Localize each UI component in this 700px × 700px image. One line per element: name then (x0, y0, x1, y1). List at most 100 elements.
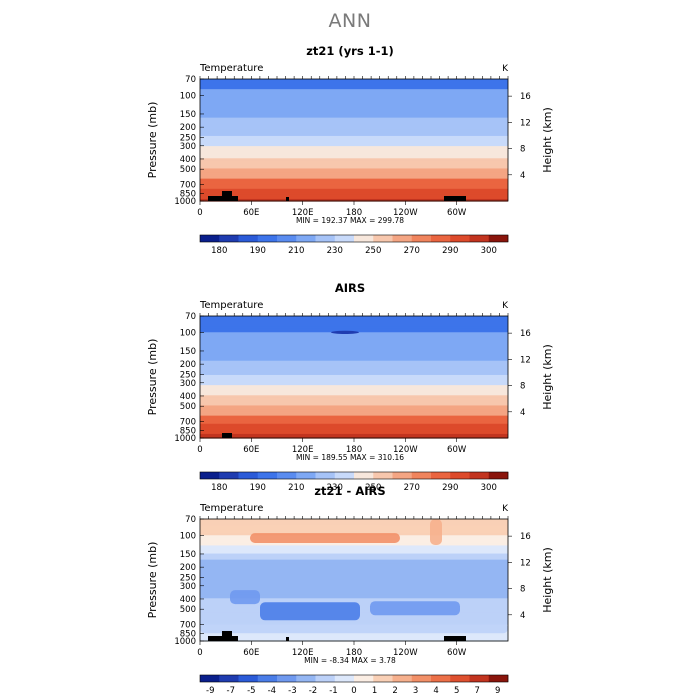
y2-axis-label: Height (km) (541, 547, 554, 613)
colorbar-swatch (238, 472, 259, 479)
colorbar-swatch (373, 235, 393, 242)
colorbar-frame (199, 471, 509, 480)
contour-band (200, 180, 508, 184)
colorbar-label: 300 (481, 246, 497, 255)
contour-band (200, 379, 508, 382)
x-tick-label: 60W (447, 648, 467, 658)
contour-band (200, 596, 508, 599)
contour-band (200, 385, 508, 388)
colorbar-label: 5 (454, 686, 459, 695)
contour-band (200, 368, 508, 372)
contour-band (200, 322, 508, 325)
variable-label: Temperature (199, 300, 263, 311)
x-tick-label: 60W (447, 445, 467, 455)
contour-band (200, 354, 508, 358)
pressure-tick-label: 250 (180, 573, 196, 583)
colorbar-swatch (257, 675, 278, 682)
colorbar-label: 300 (481, 483, 497, 492)
colorbar-swatch (373, 675, 393, 682)
colorbar-label: -7 (227, 686, 235, 695)
x-tick-label: 120E (292, 648, 314, 658)
colorbar-swatch (488, 472, 509, 479)
panel-title: zt21 (yrs 1-1) (306, 45, 394, 58)
x-tick-label: 180 (346, 648, 362, 658)
colorbar-label: 270 (404, 483, 420, 492)
colorbar-swatch (392, 675, 413, 682)
anomaly-patch (200, 623, 508, 634)
pressure-tick-label: 850 (180, 190, 196, 200)
cold-core (331, 330, 359, 334)
contour-band (200, 125, 508, 129)
contour-band (200, 346, 508, 350)
contour-band (200, 433, 508, 437)
contour-band (200, 377, 508, 380)
stats-text: MIN = -8.34 MAX = 3.78 (304, 656, 396, 665)
contour-band (200, 123, 508, 127)
contour-band (200, 184, 508, 188)
contour-band (200, 172, 508, 176)
contour-band (200, 567, 508, 571)
colorbar-swatch (431, 235, 451, 242)
contour-band (200, 150, 508, 153)
height-tick-label: 4 (520, 408, 525, 418)
colorbar-swatch (277, 235, 297, 242)
contour-band (200, 580, 508, 583)
colorbar-swatch (200, 675, 220, 682)
contour-band (200, 403, 508, 407)
panel-title: AIRS (335, 282, 365, 295)
contour-band (200, 391, 508, 394)
height-tick-label: 12 (520, 355, 531, 365)
pressure-tick-label: 100 (180, 91, 196, 101)
colorbar-swatch (411, 235, 432, 242)
height-tick-label: 4 (520, 611, 525, 621)
contour-band (200, 423, 508, 427)
contour-band (200, 425, 508, 429)
contour-band (200, 632, 508, 636)
contour-band (200, 338, 508, 341)
contour-band (200, 582, 508, 585)
colorbar-swatch (334, 472, 355, 479)
contour-band (200, 194, 508, 198)
x-tick-label: 120W (393, 648, 418, 658)
contour-band (200, 89, 508, 92)
x-tick-label: 0 (197, 208, 202, 218)
contour-band (200, 569, 508, 573)
contour-band (200, 549, 508, 553)
contour-band (200, 523, 508, 526)
contour-band (200, 91, 508, 94)
terrain-mask (286, 197, 289, 201)
colorbar-swatch (296, 472, 316, 479)
pressure-tick-label: 700 (180, 181, 196, 191)
x-tick-label: 180 (346, 445, 362, 455)
contour-band (200, 620, 508, 624)
contour-band (200, 119, 508, 123)
contour-band (200, 121, 508, 125)
terrain-mask (444, 636, 466, 641)
pressure-tick-label: 400 (180, 595, 196, 605)
pressure-tick-label: 150 (180, 110, 196, 120)
colorbar-label: 3 (413, 686, 418, 695)
pressure-tick-label: 400 (180, 155, 196, 165)
colorbar-swatch (277, 675, 297, 682)
contour-band (200, 101, 508, 104)
contour-band (200, 358, 508, 362)
colorbar-label: 2 (392, 686, 397, 695)
contour-band (200, 553, 508, 557)
pressure-tick-label: 150 (180, 347, 196, 357)
x-tick-label: 60W (447, 208, 467, 218)
contour-band (200, 571, 508, 575)
variable-label: Temperature (199, 503, 263, 514)
contour-band (200, 154, 508, 157)
colorbar-label: -9 (206, 686, 214, 695)
x-tick-label: 60E (243, 445, 259, 455)
contour-band (200, 577, 508, 581)
contour-band (200, 115, 508, 119)
colorbar-label: 270 (404, 246, 420, 255)
x-tick-label: 120W (393, 208, 418, 218)
contour-band (200, 399, 508, 402)
contour-band (200, 137, 508, 141)
